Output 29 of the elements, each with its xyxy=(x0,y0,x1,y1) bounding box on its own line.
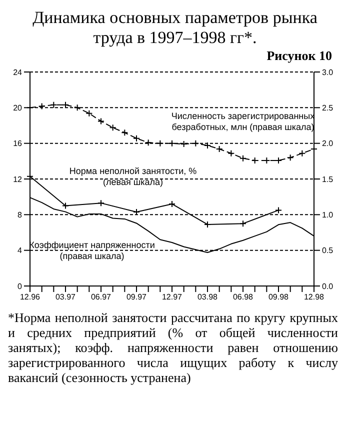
y-tick-label: 0 xyxy=(18,282,23,291)
y2-tick-label: 2.0 xyxy=(322,139,334,148)
y-tick-label: 12 xyxy=(13,174,23,184)
text: *Норма неполной занятости рассчитана по кругу крупных и средних предприятий (% от общей численности занятых); коэфф. напряженности равен отношению зарегистрированного числа ищущих работу к числу вакансий (сезонность устранена) xyxy=(8,310,339,385)
chart-title: Динамика основных параметров рынка труда в 1997–1998 гг*. xyxy=(32,8,318,48)
x-tick-label: 06.97 xyxy=(90,292,112,302)
series-label: Численность зарегистрированных безработных, млн (правая шкала) xyxy=(170,111,316,133)
series-label: Коэффициент напряженности (правая шкала) xyxy=(28,240,156,262)
series-label: Норма неполной занятости, % (левая шкала) xyxy=(68,166,198,188)
x-tick-label: 12.96 xyxy=(20,292,41,302)
y2-tick-label: 1.0 xyxy=(322,210,334,220)
y-tick-label: 16 xyxy=(13,139,23,148)
y-tick-label: 4 xyxy=(18,246,23,256)
y2-tick-label: 3.0 xyxy=(322,68,334,77)
y-tick-label: 24 xyxy=(13,68,23,77)
x-tick-label: 03.98 xyxy=(197,292,218,302)
y-tick-label: 20 xyxy=(13,104,23,113)
y-tick-label: 8 xyxy=(18,210,23,220)
x-tick-label: 12.97 xyxy=(162,292,183,302)
chart-subtitle: Рисунок 10 xyxy=(266,48,333,64)
y2-tick-label: 0.5 xyxy=(322,246,334,256)
y2-tick-label: 2.5 xyxy=(322,104,334,113)
y2-tick-label: 0.0 xyxy=(322,282,334,291)
x-tick-label: 12.98 xyxy=(304,292,325,302)
y2-tick-label: 1.5 xyxy=(322,174,334,184)
x-tick-label: 09.97 xyxy=(126,292,148,302)
x-tick-label: 03.97 xyxy=(55,292,76,302)
x-tick-label: 09.98 xyxy=(268,292,290,302)
x-tick-label: 06.98 xyxy=(232,292,254,302)
